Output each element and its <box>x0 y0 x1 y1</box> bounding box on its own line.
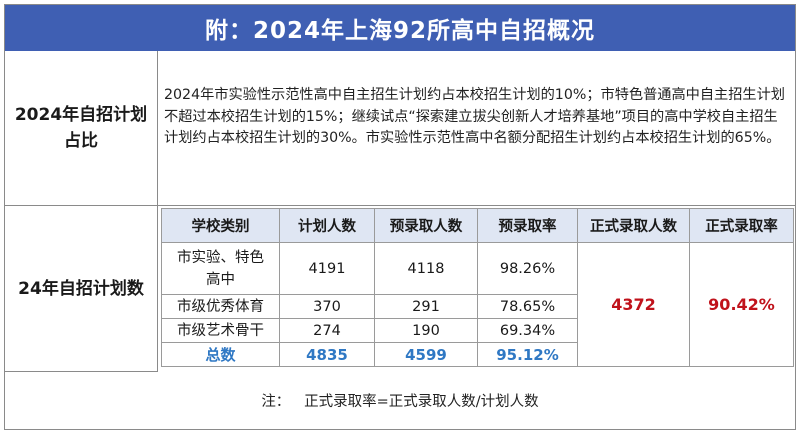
total-label: 总数 <box>161 342 280 367</box>
stats-table: 学校类别 计划人数 预录取人数 预录取率 正式录取人数 正式录取率 市实验、特色… <box>161 208 794 367</box>
stats-table-wrapper: 学校类别 计划人数 预录取人数 预录取率 正式录取人数 正式录取率 市实验、特色… <box>161 208 794 367</box>
row-pre: 291 <box>374 294 478 319</box>
table-header-row: 学校类别 计划人数 预录取人数 预录取率 正式录取人数 正式录取率 <box>161 208 794 243</box>
header-formal-count: 正式录取人数 <box>577 208 690 243</box>
row-category: 市实验、特色高中 <box>161 242 280 295</box>
plan-ratio-label: 2024年自招计划占比 <box>5 51 158 206</box>
footnote: 注： 正式录取率=正式录取人数/计划人数 <box>261 394 539 410</box>
total-pre-rate: 95.12% <box>477 342 578 367</box>
formal-rate-value: 90.42% <box>689 242 794 367</box>
total-row: 总数 4835 4599 95.12% <box>161 342 794 367</box>
total-plan: 4835 <box>279 342 375 367</box>
row-plan: 370 <box>279 294 375 319</box>
table-row: 市实验、特色高中 4191 4118 98.26% 4372 90.42% <box>161 242 794 367</box>
total-pre: 4599 <box>374 342 478 367</box>
row-pre-rate: 98.26% <box>477 242 578 295</box>
formal-count-value: 4372 <box>577 242 690 367</box>
header-category: 学校类别 <box>161 208 280 243</box>
plan-ratio-text: 2024年市实验性示范性高中自主招生计划约占本校招生计划的10%；市特色普通高中… <box>158 51 795 206</box>
row-pre-rate: 69.34% <box>477 318 578 343</box>
row-pre: 190 <box>374 318 478 343</box>
row-plan: 274 <box>279 318 375 343</box>
header-formal-rate: 正式录取率 <box>689 208 794 243</box>
row-pre: 4118 <box>374 242 478 295</box>
plan-count-label: 24年自招计划数 <box>5 206 158 372</box>
row-plan: 4191 <box>279 242 375 295</box>
row-category: 市级优秀体育 <box>161 294 280 319</box>
table-row: 市级艺术骨干 274 190 69.34% <box>161 318 794 343</box>
page-title: 附：2024年上海92所高中自招概况 <box>5 5 795 51</box>
row-pre-rate: 78.65% <box>477 294 578 319</box>
header-pre-rate: 预录取率 <box>477 208 578 243</box>
row-category: 市级艺术骨干 <box>161 318 280 343</box>
header-pre: 预录取人数 <box>374 208 478 243</box>
header-plan: 计划人数 <box>279 208 375 243</box>
table-row: 市级优秀体育 370 291 78.65% <box>161 294 794 319</box>
overview-panel: 附：2024年上海92所高中自招概况 2024年自招计划占比 2024年市实验性… <box>4 4 796 430</box>
